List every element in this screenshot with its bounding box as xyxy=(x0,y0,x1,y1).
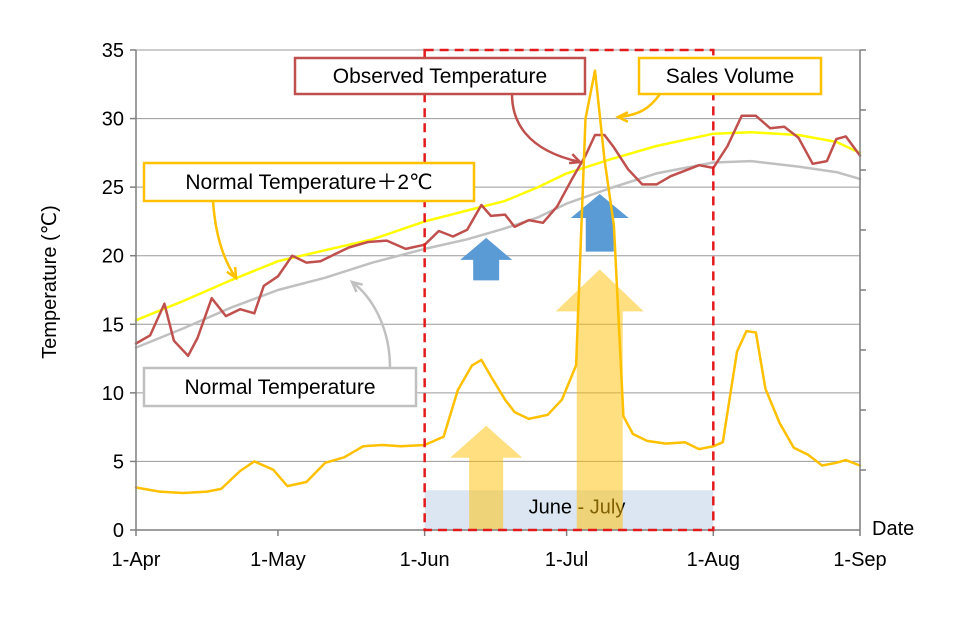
series-lines xyxy=(134,69,862,495)
y-tick-label: 0 xyxy=(113,520,124,542)
callout-box xyxy=(637,56,823,96)
sales-up-arrow-june xyxy=(450,425,523,530)
x-tick-label: 1-Aug xyxy=(687,549,740,571)
callout-arrowhead xyxy=(615,111,629,123)
callout-label: Observed Temperature xyxy=(333,65,547,88)
y-tick-label: 20 xyxy=(102,246,124,268)
series-observed-temperature xyxy=(134,114,862,358)
x-tick-label: 1-Sep xyxy=(833,549,886,571)
x-axis-label: Date xyxy=(872,518,914,540)
y-tick-label: 5 xyxy=(113,451,124,473)
callout-leader-line xyxy=(351,280,392,369)
axes: 0 5 10 15 20 25 30 35 1-Apr 1-May 1-Jun 1-Jul 1-Aug 1… xyxy=(102,40,887,571)
june-july-highlight: June - July xyxy=(424,490,714,530)
callout-label: Normal Temperature xyxy=(184,376,375,399)
x-tick-label: 1-May xyxy=(250,549,306,571)
callout-arrowhead xyxy=(226,266,238,281)
callout-leader-line xyxy=(211,200,238,279)
x-tick-label: 1-Jul xyxy=(545,549,588,571)
y-tick-label: 15 xyxy=(102,314,124,336)
callout-arrowhead xyxy=(349,280,363,293)
callouts: Observed Temperature Sales Volume Normal T… xyxy=(142,56,823,408)
callout-label: Sales Volume xyxy=(666,65,794,88)
callout-box xyxy=(142,161,476,203)
y-tick-label: 25 xyxy=(102,177,124,199)
y-tick-label: 10 xyxy=(102,383,124,405)
y-tick-label: 35 xyxy=(102,40,124,62)
x-tick-label: 1-Jun xyxy=(400,549,450,571)
june-july-dashed-box xyxy=(423,48,715,532)
temp-up-arrow-july xyxy=(570,194,629,252)
callout-leader-line xyxy=(617,93,662,119)
temp-up-arrow-june xyxy=(460,237,513,281)
y-axis-label: Temperature (℃) xyxy=(39,205,61,359)
y-tick-label: 30 xyxy=(102,109,124,131)
series-normal-temperature-2 xyxy=(134,131,862,322)
series-sales-volume xyxy=(134,69,862,495)
callout-box xyxy=(142,366,418,408)
callout-leader-line xyxy=(510,93,581,164)
x-tick-label: 1-Apr xyxy=(112,549,161,571)
callout-box xyxy=(293,56,587,96)
callout-arrowhead xyxy=(568,153,583,165)
callout-label: Normal Temperature＋2℃ xyxy=(185,171,432,194)
